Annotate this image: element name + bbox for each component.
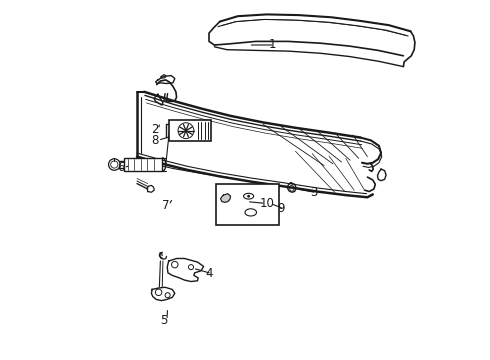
Text: 7: 7 [162,199,170,212]
Polygon shape [151,287,175,301]
Text: 6: 6 [117,161,124,174]
Polygon shape [156,76,175,84]
Polygon shape [167,258,204,282]
Polygon shape [147,185,154,192]
Text: 5: 5 [160,314,168,327]
Text: 3: 3 [310,186,317,199]
Polygon shape [154,94,163,105]
Circle shape [109,159,120,170]
Polygon shape [220,194,231,202]
Text: 1: 1 [269,39,276,51]
Text: 10: 10 [259,197,274,210]
Bar [124,158,162,171]
Text: 9: 9 [277,202,285,215]
Bar [216,184,279,225]
Text: 8: 8 [151,134,159,147]
Bar [170,120,211,141]
Polygon shape [288,183,296,192]
Circle shape [247,195,250,198]
Text: 2: 2 [151,123,159,136]
Polygon shape [377,169,386,181]
Text: 4: 4 [205,267,213,280]
